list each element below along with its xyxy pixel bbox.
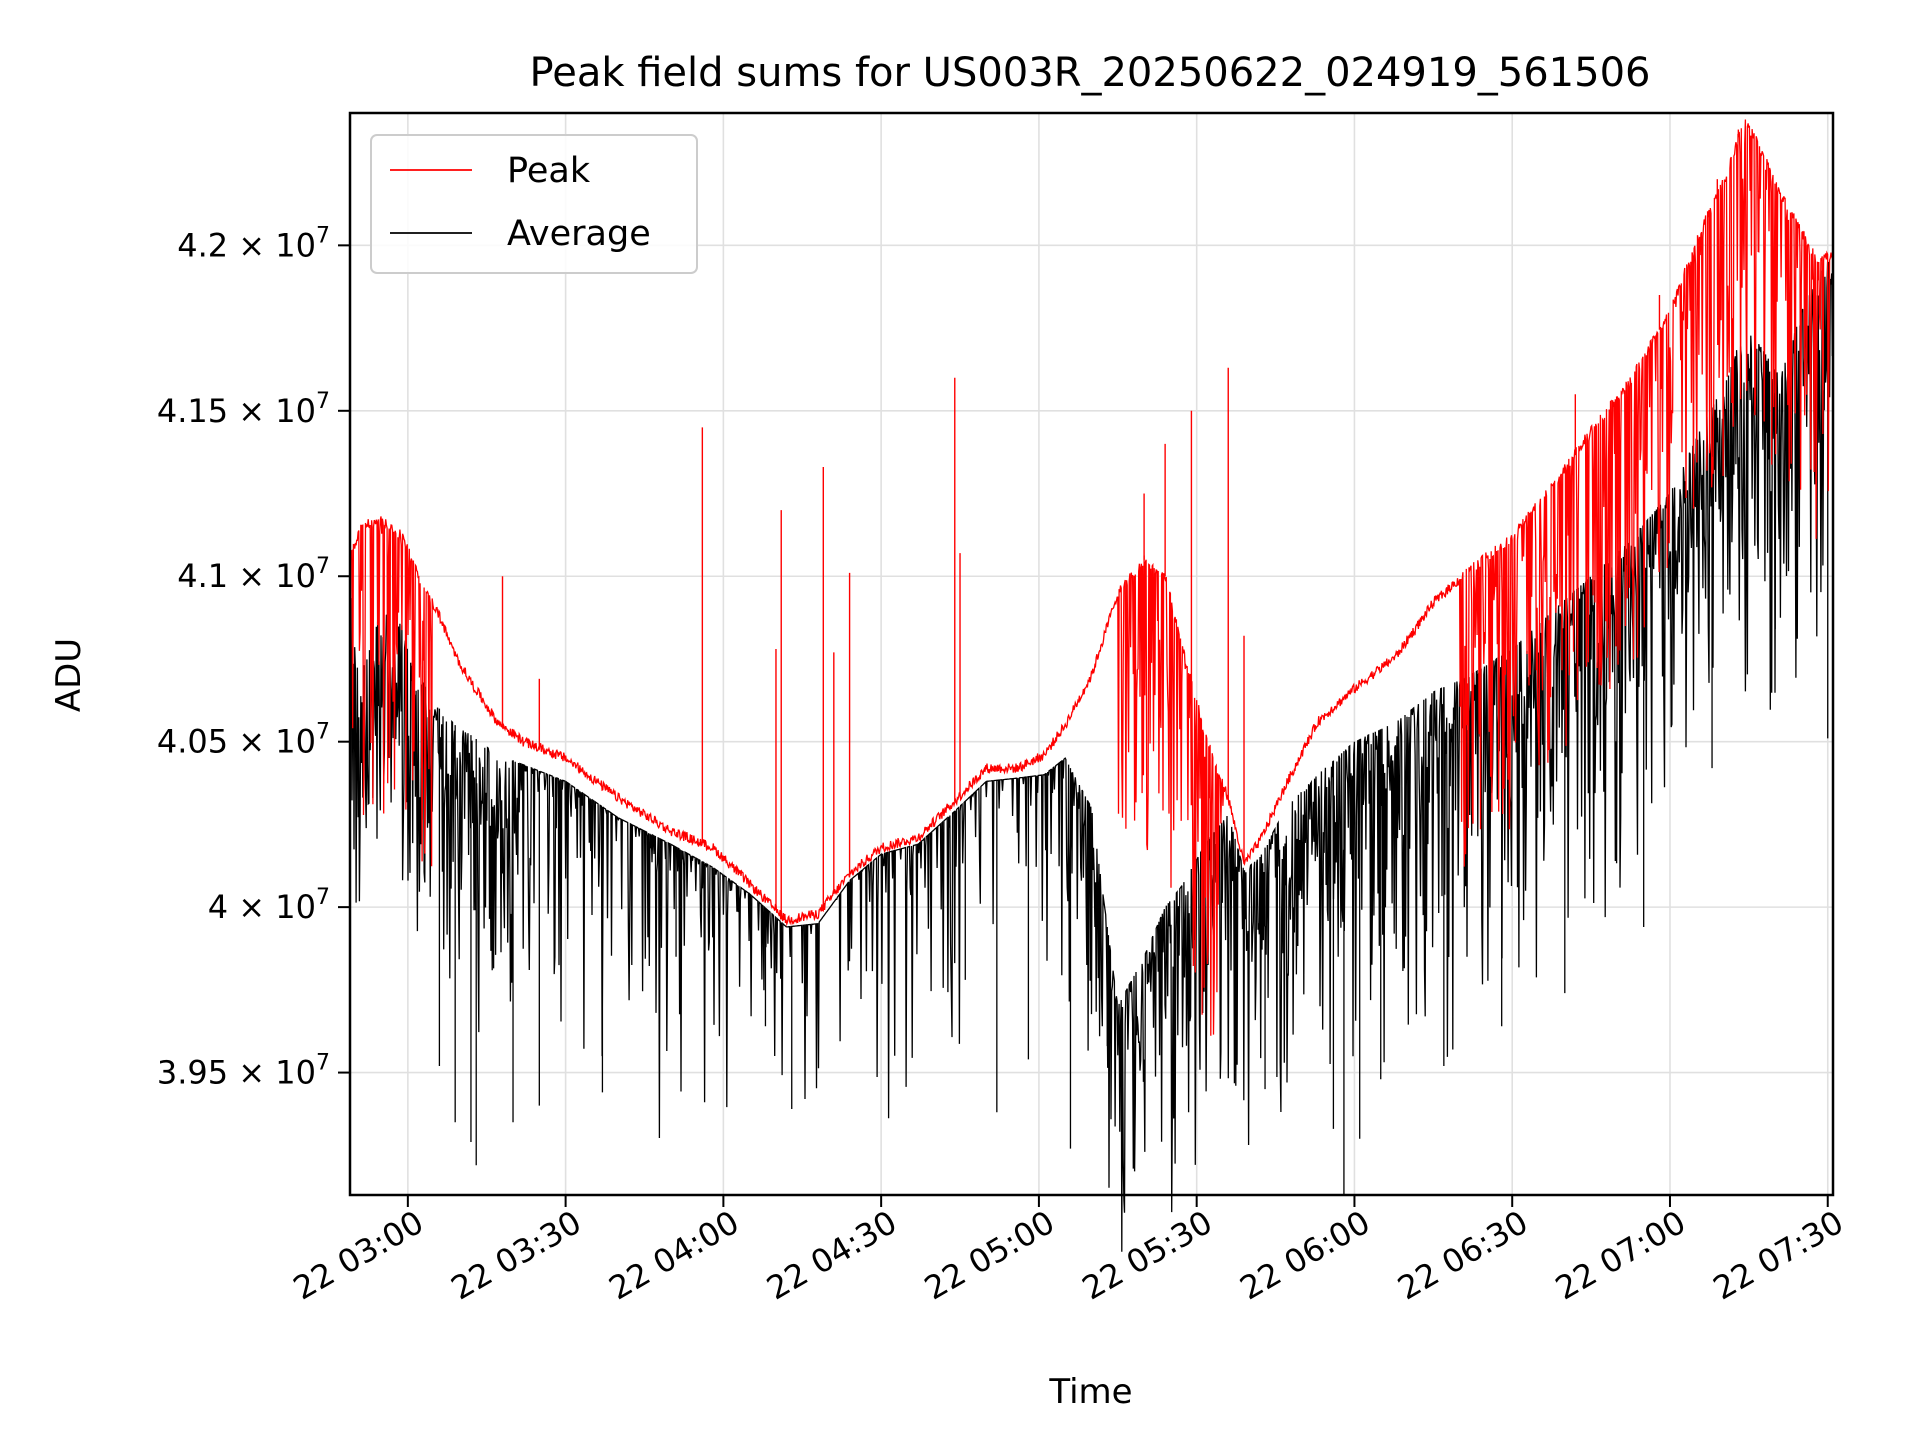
- x-axis-label: Time: [1048, 1372, 1132, 1412]
- y-tick-label: 4.05 × 107: [157, 720, 330, 761]
- series-peak-line: [349, 119, 1834, 1036]
- y-tick-label: 4 × 107: [208, 885, 330, 926]
- legend: Peak Average: [370, 134, 698, 274]
- y-tick-label: 4.2 × 107: [177, 223, 330, 264]
- y-tick-label: 4.15 × 107: [157, 389, 330, 430]
- chart-title: Peak field sums for US003R_20250622_0249…: [530, 50, 1651, 96]
- y-axis: 3.95 × 107 4 × 107 4.05 × 107 4.1 × 107 4.15…: [157, 223, 350, 1092]
- y-axis-label: ADU: [49, 638, 89, 712]
- plot-frame: [348, 111, 1835, 1197]
- legend-label-peak: Peak: [507, 151, 591, 191]
- y-tick-label: 4.1 × 107: [177, 554, 330, 595]
- series-layer: [349, 119, 1834, 1252]
- legend-label-average: Average: [507, 214, 651, 254]
- y-tick-label: 3.95 × 107: [157, 1051, 330, 1092]
